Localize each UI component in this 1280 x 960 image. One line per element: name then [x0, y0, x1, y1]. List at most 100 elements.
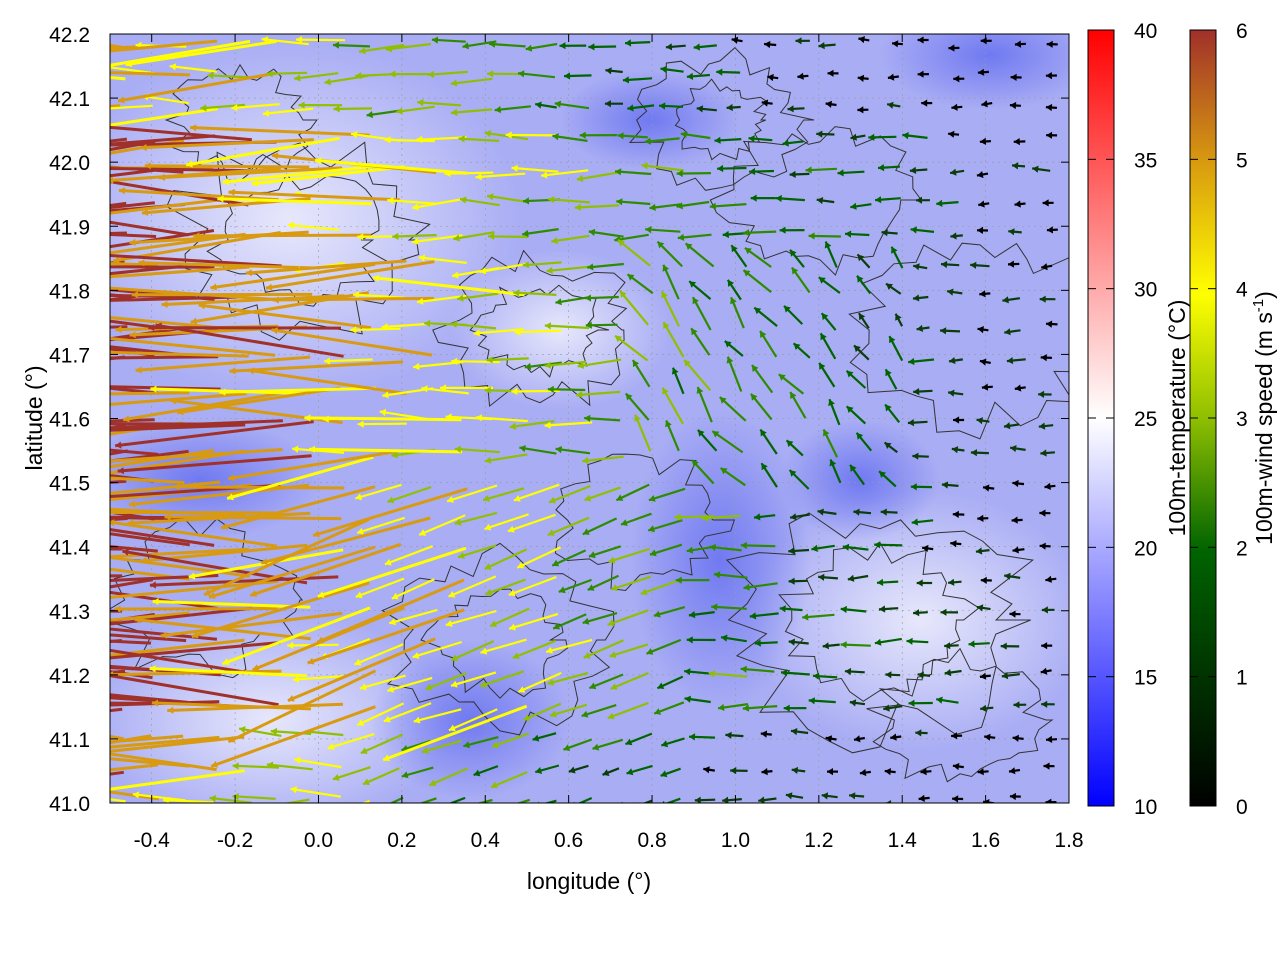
- wind-vector: [448, 708, 498, 732]
- wind-vector: [684, 242, 715, 268]
- wind-vector: [857, 106, 869, 114]
- wind-vector: [544, 322, 590, 330]
- wind-vector: [173, 483, 345, 491]
- temperature-colorbar-label: 100m-temperature (°C): [1164, 300, 1190, 537]
- wind-vector: [604, 100, 623, 108]
- wind-speed-colorbar-ticks: 0 1 2 3 4 5 6: [1190, 20, 1248, 819]
- wind-vector: [110, 510, 156, 521]
- wind-vector: [717, 164, 747, 173]
- wind-vector: [587, 574, 619, 591]
- wind-vector: [287, 221, 340, 231]
- wind-vector: [881, 229, 898, 237]
- wind-vector: [951, 732, 963, 740]
- wind-vector: [748, 135, 773, 143]
- wind-vector: [581, 704, 617, 718]
- wind-vector: [354, 483, 402, 501]
- wind-vector: [761, 768, 773, 776]
- wind-vector: [110, 292, 153, 302]
- wind-vector: [880, 508, 898, 516]
- wind-vector: [750, 194, 776, 202]
- wind-vector: [808, 697, 836, 705]
- wind-vector: [1013, 701, 1027, 709]
- wind-vector: [761, 99, 773, 107]
- wind-vector: [163, 796, 214, 803]
- wind-vector: [547, 671, 589, 686]
- wind-vector: [792, 342, 811, 359]
- wind-vector: [548, 196, 590, 204]
- wind-vector: [110, 798, 126, 803]
- wind-vector: [1011, 516, 1023, 524]
- wind-vector: [789, 513, 810, 521]
- wind-vector: [226, 455, 374, 501]
- wind-vector: [167, 702, 344, 714]
- wind-vector: [362, 767, 400, 786]
- wind-vector: [884, 768, 896, 776]
- wind-vector: [356, 516, 406, 535]
- wind-vector: [1014, 200, 1026, 208]
- wind-vector: [110, 448, 159, 456]
- wind-vector: [158, 166, 343, 181]
- wind-vector: [940, 608, 959, 616]
- wind-vector: [488, 40, 526, 48]
- wind-vector: [316, 578, 465, 644]
- wind-vector: [512, 639, 556, 660]
- wind-vector: [262, 107, 314, 117]
- colorbar-tick-label: 20: [1134, 537, 1157, 560]
- wind-vector: [516, 546, 562, 569]
- wind-vector: [840, 605, 867, 614]
- wind-vector: [458, 135, 500, 143]
- wind-vector: [946, 288, 963, 296]
- wind-vector: [359, 674, 406, 691]
- wind-vector: [217, 195, 372, 206]
- y-tick-label: 41.0: [49, 793, 90, 816]
- wind-vector: [384, 136, 435, 144]
- wind-vector: [190, 124, 370, 137]
- colorbar-tick-label: 4: [1236, 279, 1248, 302]
- wind-vector: [617, 132, 648, 140]
- wind-vector: [910, 226, 935, 234]
- wind-vector: [584, 486, 621, 502]
- wind-vector: [249, 542, 402, 597]
- wind-vector: [675, 576, 710, 584]
- wind-vector: [868, 133, 897, 141]
- wind-vector: [382, 704, 528, 762]
- wind-vector: [110, 639, 123, 644]
- wind-vector: [110, 701, 152, 705]
- y-tick-label: 41.6: [49, 409, 90, 432]
- wind-vector: [622, 76, 653, 84]
- wind-vector: [135, 355, 311, 374]
- wind-vector: [980, 576, 992, 584]
- x-tick-label: 0.4: [471, 829, 501, 852]
- wind-vector: [1014, 40, 1026, 48]
- wind-vector: [208, 545, 376, 599]
- wind-vector: [970, 261, 990, 269]
- colorbar-tick-label: 6: [1236, 20, 1248, 43]
- wind-vector: [450, 77, 493, 87]
- wind-vector: [659, 102, 684, 110]
- wind-vector: [229, 360, 404, 375]
- wind-vector: [844, 230, 870, 238]
- wind-vector: [947, 389, 964, 397]
- wind-vector: [110, 325, 190, 341]
- wind-vector: [641, 162, 685, 172]
- wind-vector: [110, 532, 190, 547]
- wind-vector: [1038, 422, 1054, 430]
- wind-vector: [129, 230, 309, 246]
- wind-vector: [644, 137, 680, 145]
- wind-vector: [1032, 165, 1051, 173]
- wind-vector: [730, 296, 745, 329]
- wind-vector: [856, 253, 871, 269]
- colorbar-tick-label: 3: [1236, 408, 1248, 431]
- wind-vector: [785, 439, 804, 457]
- colorbar-tick-label: 0: [1236, 796, 1248, 819]
- colorbar-tick-label: 35: [1134, 149, 1157, 172]
- wind-vector: [1039, 542, 1051, 550]
- wind-vector: [131, 291, 313, 299]
- wind-vector: [486, 356, 529, 364]
- wind-vector: [857, 312, 870, 329]
- wind-vector: [709, 543, 742, 552]
- wind-vector: [110, 201, 155, 210]
- wind-vector: [976, 171, 989, 179]
- x-tick-label: 0.8: [637, 829, 666, 852]
- wind-vector: [1045, 103, 1057, 112]
